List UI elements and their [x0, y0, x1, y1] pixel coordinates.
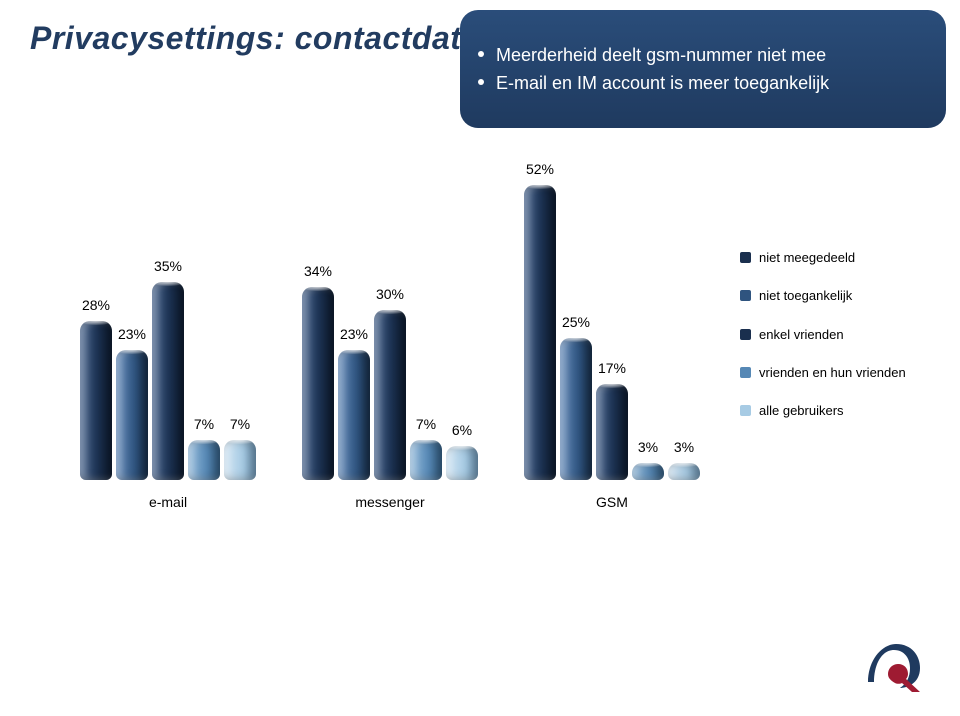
bar-cap	[630, 457, 666, 467]
bar-value-label: 7%	[416, 416, 436, 432]
chart-bar: 34%	[302, 287, 334, 480]
legend-swatch	[740, 290, 751, 301]
legend-item: enkel vrienden	[740, 327, 950, 343]
chart-bar: 3%	[632, 463, 664, 480]
callout-text: Meerderheid deelt gsm-nummer niet mee	[496, 45, 826, 65]
bar-value-label: 23%	[340, 326, 368, 342]
bar-value-label: 7%	[230, 416, 250, 432]
bar-value-label: 52%	[526, 161, 554, 177]
callout-item: Meerderheid deelt gsm-nummer niet mee	[496, 44, 926, 67]
legend-swatch	[740, 329, 751, 340]
chart-bar: 25%	[560, 338, 592, 480]
legend-label: enkel vrienden	[759, 327, 844, 343]
slide: Privacysettings: contactdata Meerderheid…	[0, 0, 960, 716]
bar-value-label: 35%	[154, 258, 182, 274]
x-axis-label: e-mail	[108, 494, 228, 510]
page-title: Privacysettings: contactdata	[30, 20, 480, 57]
callout-item: E-mail en IM account is meer toegankelij…	[496, 72, 926, 95]
callout-text: E-mail en IM account is meer toegankelij…	[496, 73, 829, 93]
chart-bar: 7%	[188, 440, 220, 480]
bar-value-label: 17%	[598, 360, 626, 376]
chart-bar: 7%	[224, 440, 256, 480]
chart-bar: 23%	[116, 350, 148, 480]
bar-cap	[114, 344, 150, 354]
chart-bar: 52%	[524, 185, 556, 480]
legend-label: niet meegedeeld	[759, 250, 855, 266]
bar-cap	[300, 281, 336, 291]
bar-cap	[150, 276, 186, 286]
chart-bar: 3%	[668, 463, 700, 480]
chart-bar: 7%	[410, 440, 442, 480]
bar-cap	[594, 378, 630, 388]
bar-value-label: 30%	[376, 286, 404, 302]
callout-box: Meerderheid deelt gsm-nummer niet mee E-…	[460, 10, 946, 128]
bar-value-label: 3%	[674, 439, 694, 455]
legend-label: alle gebruikers	[759, 403, 844, 419]
legend-item: vrienden en hun vrienden	[740, 365, 950, 381]
bar-value-label: 6%	[452, 422, 472, 438]
brand-logo	[862, 638, 926, 694]
legend-label: niet toegankelijk	[759, 288, 852, 304]
legend-item: niet meegedeeld	[740, 250, 950, 266]
chart-bar: 17%	[596, 384, 628, 480]
bar-cap	[558, 332, 594, 342]
x-axis-label: messenger	[330, 494, 450, 510]
legend-item: alle gebruikers	[740, 403, 950, 419]
bar-cap	[336, 344, 372, 354]
legend-swatch	[740, 405, 751, 416]
legend-item: niet toegankelijk	[740, 288, 950, 304]
legend-label: vrienden en hun vrienden	[759, 365, 906, 381]
chart-legend: niet meegedeeld niet toegankelijk enkel vr…	[740, 250, 950, 441]
bar-value-label: 34%	[304, 263, 332, 279]
bar-value-label: 23%	[118, 326, 146, 342]
legend-swatch	[740, 252, 751, 263]
bar-chart: 28%23%35%7%7%e-mail34%23%30%7%6%messenge…	[60, 140, 720, 520]
bar-cap	[444, 440, 480, 450]
chart-bar: 23%	[338, 350, 370, 480]
bar-value-label: 7%	[194, 416, 214, 432]
bar-value-label: 25%	[562, 314, 590, 330]
x-axis-label: GSM	[552, 494, 672, 510]
bar-value-label: 28%	[82, 297, 110, 313]
bar-cap	[408, 434, 444, 444]
bar-value-label: 3%	[638, 439, 658, 455]
bullet-icon	[478, 51, 484, 57]
bullet-icon	[478, 79, 484, 85]
bar-cap	[186, 434, 222, 444]
bar-cap	[372, 304, 408, 314]
chart-bar: 6%	[446, 446, 478, 480]
bar-cap	[78, 315, 114, 325]
legend-swatch	[740, 367, 751, 378]
chart-bar: 30%	[374, 310, 406, 480]
bar-cap	[666, 457, 702, 467]
chart-bar: 35%	[152, 282, 184, 480]
bar-cap	[222, 434, 258, 444]
chart-bar: 28%	[80, 321, 112, 480]
bar-cap	[522, 179, 558, 189]
